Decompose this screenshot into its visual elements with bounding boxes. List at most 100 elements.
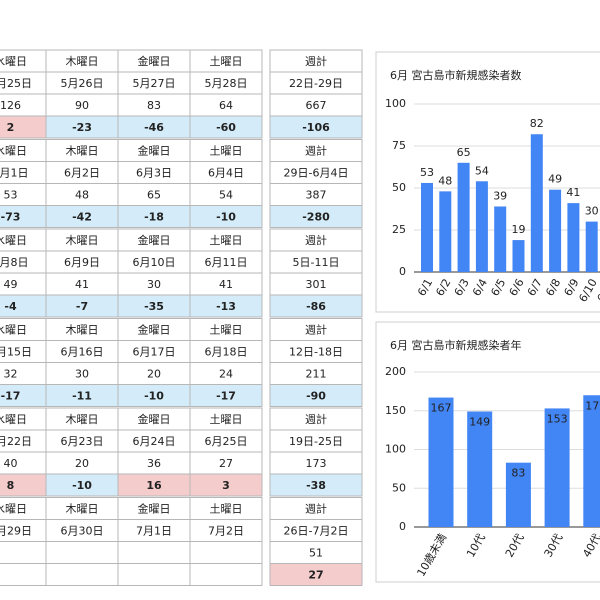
cell-text: 83	[147, 99, 161, 112]
cell-text: 金曜日	[138, 144, 171, 158]
cell-text: 3	[222, 479, 230, 492]
cell-text: 32	[4, 368, 18, 381]
cell-text: 7月1日	[136, 525, 172, 538]
table-cell	[269, 115, 363, 139]
table-cell	[117, 541, 191, 564]
cell-text: -35	[144, 300, 164, 313]
cell-text: 6月22日	[0, 435, 32, 448]
table-cell	[117, 563, 191, 586]
cell-text: 211	[306, 368, 327, 381]
chart-title: 6月 宮古島市新規感染者数	[390, 68, 522, 82]
cell-text: 2	[7, 121, 15, 134]
cell-text: -7	[76, 300, 88, 313]
cell-text: 木曜日	[66, 234, 99, 247]
cell-text: 水曜日	[0, 55, 27, 68]
table-cell	[189, 294, 263, 318]
y-tick-label: 0	[399, 520, 406, 533]
cell-text: 20	[75, 457, 89, 470]
cell-text: 6月11日	[205, 256, 248, 269]
cell-text: 6月16日	[61, 346, 104, 359]
y-tick-label: 200	[385, 365, 406, 378]
value-label: 153	[547, 412, 568, 425]
cell-text: -73	[1, 211, 21, 224]
table-cell	[189, 541, 263, 564]
y-tick-label: 150	[385, 404, 406, 417]
cell-text: 667	[306, 99, 327, 112]
bar	[439, 191, 452, 272]
cell-text: 金曜日	[138, 502, 171, 516]
bar	[494, 206, 507, 272]
y-tick-label: 50	[392, 481, 406, 494]
cell-text: 土曜日	[210, 55, 243, 68]
bar	[585, 221, 598, 272]
cell-text: 木曜日	[66, 503, 99, 516]
cell-text: 90	[75, 99, 89, 112]
cell-text: 週計	[305, 323, 327, 337]
cell-text: 53	[4, 189, 18, 202]
cell-text: 水曜日	[0, 324, 27, 337]
cell-text: -10	[72, 479, 92, 492]
cell-text: 64	[219, 99, 233, 112]
cell-text: 金曜日	[138, 323, 171, 337]
value-label: 41	[566, 186, 580, 199]
cell-text: -17	[1, 390, 21, 403]
bar	[428, 397, 454, 527]
cell-text: 金曜日	[138, 54, 171, 68]
cell-text: 301	[306, 278, 327, 291]
table-cell	[189, 205, 263, 228]
cell-text: 週計	[305, 144, 327, 158]
y-tick-label: 75	[392, 139, 406, 152]
cell-text: 19日-25日	[289, 435, 343, 448]
cell-text: -18	[144, 211, 164, 224]
cell-text: 5月26日	[61, 77, 104, 90]
y-tick-label: 50	[392, 181, 406, 194]
value-label: 65	[457, 146, 471, 159]
cell-text: 387	[306, 189, 327, 202]
cell-text: 49	[4, 278, 18, 291]
cell-text: 6月25日	[205, 435, 248, 448]
cell-text: 水曜日	[0, 413, 27, 426]
cell-text: 24	[219, 368, 233, 381]
cell-text: 週計	[305, 233, 327, 247]
cell-text: 6月3日	[136, 167, 172, 180]
bar	[544, 408, 570, 527]
cell-text: 木曜日	[66, 55, 99, 68]
cell-text: 126	[0, 99, 21, 112]
cell-text: 6月15日	[0, 346, 32, 359]
bar	[467, 411, 493, 527]
cell-text: 6月24日	[133, 435, 176, 448]
cell-text: -10	[216, 211, 236, 224]
cell-text: 41	[75, 278, 89, 291]
cell-text: 週計	[305, 502, 327, 516]
cell-text: -13	[216, 300, 236, 313]
cell-text: 5月25日	[0, 77, 32, 90]
y-tick-label: 100	[385, 97, 406, 110]
cell-text: 48	[75, 189, 89, 202]
cell-text: -86	[306, 300, 326, 313]
value-label: 53	[420, 166, 434, 179]
cell-text: 65	[147, 189, 161, 202]
value-label: 83	[511, 467, 525, 480]
cell-text: -42	[72, 211, 92, 224]
chart-title: 6月 宮古島市新規感染者年	[390, 338, 522, 352]
bar	[475, 181, 488, 272]
cell-text: 29日-6月4日	[284, 167, 349, 180]
cell-text: 6月4日	[208, 167, 244, 180]
table-cell	[269, 294, 363, 318]
cell-text: 20	[147, 368, 161, 381]
table-cell	[189, 563, 263, 586]
cell-text: 6月8日	[0, 256, 29, 269]
bar	[567, 203, 580, 272]
cell-text: 30	[147, 278, 161, 291]
cell-text: 8	[7, 479, 15, 492]
cell-text: 6月9日	[64, 256, 100, 269]
cell-text: 週計	[305, 412, 327, 426]
cell-text: -23	[72, 121, 92, 134]
cell-text: 金曜日	[138, 233, 171, 247]
cell-text: 27	[308, 569, 323, 582]
bar	[505, 462, 531, 527]
value-label: 170	[585, 399, 600, 412]
cell-text: 30	[75, 368, 89, 381]
cell-text: 51	[309, 547, 323, 560]
